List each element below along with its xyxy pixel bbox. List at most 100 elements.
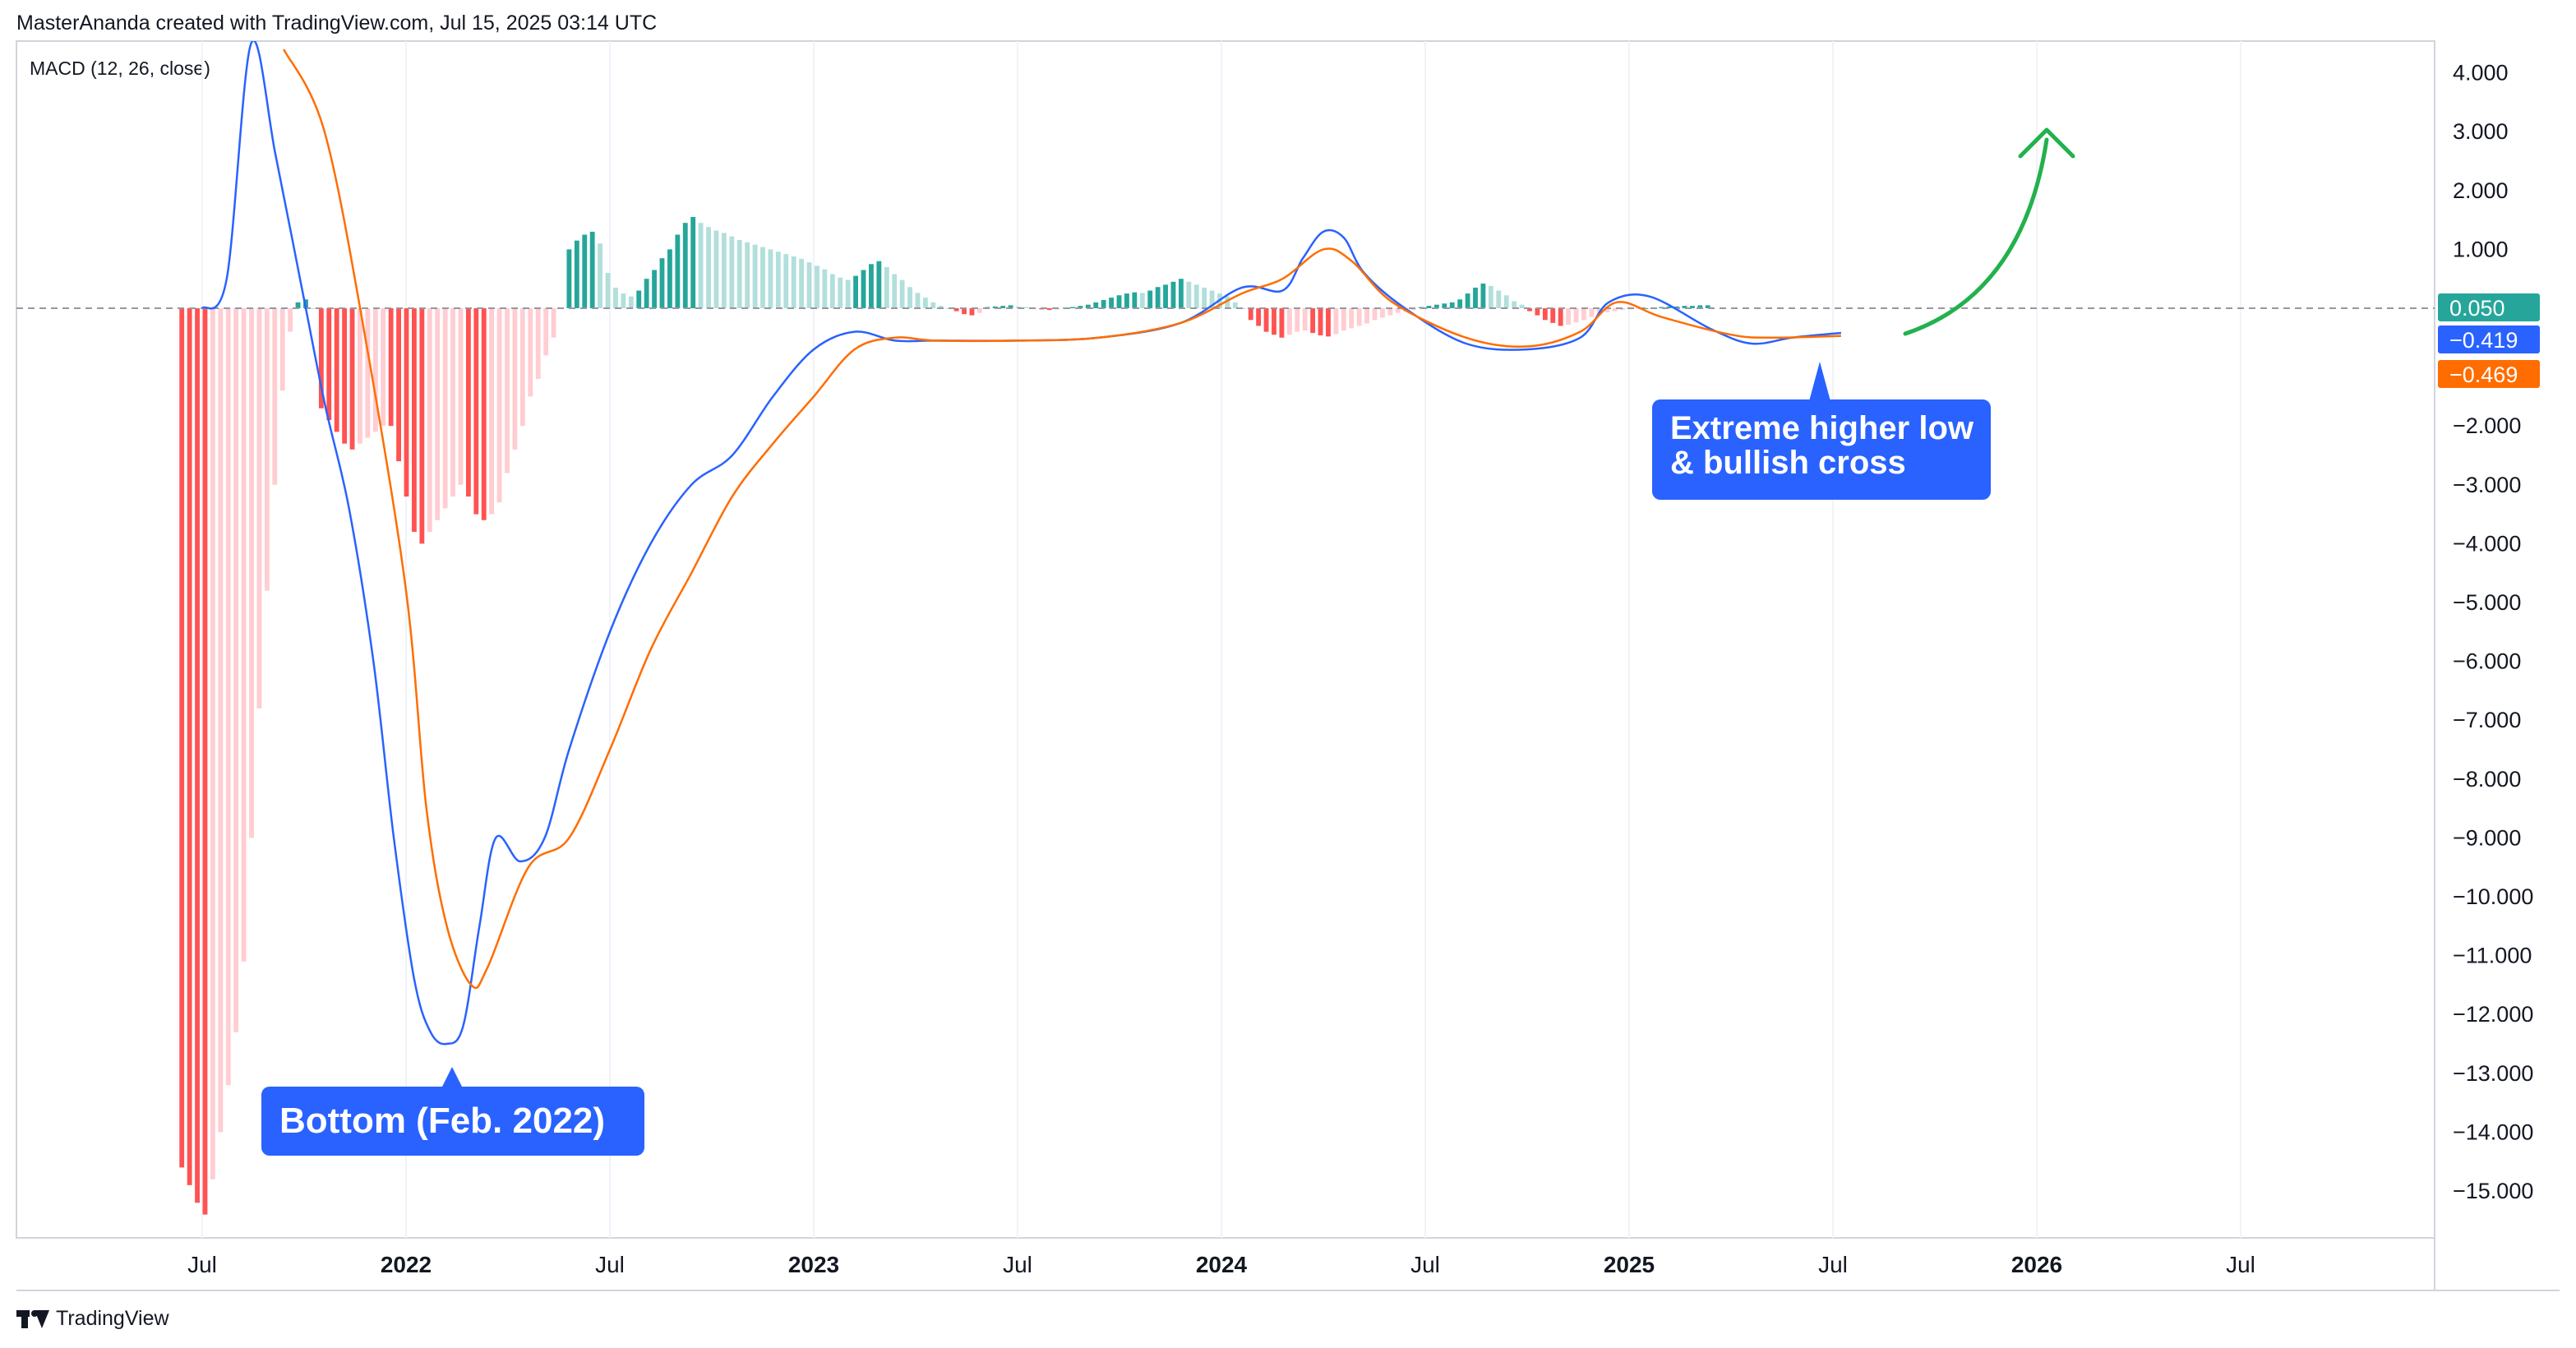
histogram-bar (1558, 308, 1563, 326)
callout-box[interactable] (1652, 399, 1991, 500)
histogram-bar (775, 252, 781, 308)
price-labels: 0.050 −0.419 −0.469 (2438, 293, 2540, 388)
histogram-bar (962, 308, 967, 315)
histogram-bar (713, 230, 719, 308)
histogram-bar (342, 308, 348, 444)
time-axis[interactable]: Jul 2022 Jul 2023 Jul 2024 Jul 2025 Jul 2026 Jul (187, 1252, 2255, 1277)
histogram-bar (838, 277, 843, 308)
y-tick-label: 1.000 (2453, 237, 2509, 261)
histogram-bar (1612, 308, 1618, 312)
histogram-bar (1465, 293, 1470, 308)
callout-box[interactable] (261, 1087, 644, 1156)
histogram-bar (853, 275, 859, 308)
histogram-bar (667, 249, 672, 308)
histogram-bar (1186, 281, 1192, 308)
histogram-bar (613, 287, 618, 308)
histogram-bar (1550, 308, 1556, 323)
histogram-bar (358, 308, 362, 444)
footer: TradingView (16, 1307, 169, 1331)
x-tick-label: Jul (1818, 1252, 1848, 1277)
histogram-bar (729, 236, 735, 308)
histogram-bar (349, 308, 355, 450)
histogram-bar (202, 308, 208, 1215)
x-tick-label: Jul (187, 1252, 217, 1277)
brand-name: TradingView (56, 1307, 169, 1330)
histogram-bar (442, 308, 448, 509)
y-tick-label: −13.000 (2453, 1061, 2533, 1086)
histogram-bar (1395, 308, 1401, 313)
histogram-bar (1209, 290, 1215, 308)
histogram-bar (1333, 308, 1339, 335)
histogram-bar (1225, 296, 1230, 308)
indicator-label[interactable]: MACD (12, 26, close) (30, 58, 210, 79)
x-tick-label: Jul (1003, 1252, 1032, 1277)
x-tick-label: 2022 (381, 1252, 432, 1277)
histogram-bar (574, 240, 579, 308)
histogram-bar (752, 244, 758, 308)
histogram-bar (690, 217, 696, 308)
callout-pointer (1809, 362, 1830, 401)
histogram-bar (435, 308, 441, 520)
histogram-bar (1620, 308, 1625, 311)
histogram-bar (1473, 287, 1478, 308)
histogram-bar (1674, 306, 1679, 308)
histogram-bar (938, 306, 944, 308)
histogram-bar (799, 258, 805, 308)
histogram-bar (1480, 283, 1486, 308)
macd-line[interactable] (201, 40, 1842, 1046)
histogram-bar (1581, 308, 1586, 321)
histogram-bar (411, 308, 417, 533)
histogram-bar (372, 308, 378, 432)
price-axis[interactable]: 4.000 3.000 2.000 1.000 −2.000 −3.000 −4.000 −5… (2453, 61, 2533, 1203)
y-tick-label: 2.000 (2453, 178, 2509, 203)
histogram-bar (698, 223, 704, 308)
histogram-bar (272, 308, 278, 485)
histogram-bar (1310, 308, 1316, 334)
up-arrow-drawing[interactable] (1903, 127, 2075, 336)
signal-line[interactable] (283, 48, 1841, 990)
histogram-bar (512, 308, 518, 450)
histogram-bar (1379, 308, 1385, 318)
histogram-bar (1279, 308, 1285, 338)
histogram-bar (1697, 305, 1703, 308)
histogram-bar (1046, 308, 1052, 311)
y-tick-label: −15.000 (2453, 1179, 2533, 1203)
price-label-value: −0.469 (2449, 362, 2518, 387)
x-tick-label: 2025 (1604, 1252, 1655, 1277)
histogram-bar (760, 247, 765, 308)
histogram-bar (736, 239, 742, 308)
histogram-bar (1589, 308, 1595, 317)
histogram-bar (605, 273, 611, 308)
histogram-bar (505, 308, 510, 473)
histogram-bar (256, 308, 262, 709)
histogram-bar (1643, 308, 1649, 309)
histogram-bar (481, 308, 487, 520)
callout-text: Bottom (Feb. 2022) (279, 1101, 605, 1141)
histogram-bar (598, 243, 603, 308)
histogram-bar (915, 293, 921, 308)
histogram-bar (543, 308, 549, 356)
price-label-tag (2438, 360, 2540, 388)
histogram-bar (582, 234, 588, 308)
histogram-bar (288, 308, 293, 332)
histogram-bar (930, 302, 936, 308)
histogram-bar (1542, 308, 1548, 321)
y-tick-label: −3.000 (2453, 473, 2521, 497)
histogram-bar (1139, 293, 1145, 308)
tradingview-logo-icon[interactable] (16, 1309, 49, 1330)
histogram-bar (659, 258, 665, 308)
histogram-bar (922, 298, 928, 308)
histogram-bar (326, 308, 332, 421)
histogram-bar (1372, 308, 1378, 321)
histogram-bar (976, 308, 982, 313)
histogram-bar (1519, 304, 1525, 308)
annotations[interactable]: Bottom (Feb. 2022) Extreme higher low& bu… (261, 362, 1991, 1156)
histogram-bar (1356, 308, 1362, 326)
y-tick-label: −8.000 (2453, 767, 2521, 792)
histogram-bar (869, 264, 874, 308)
histogram-bar (535, 308, 541, 379)
histogram-bar (311, 308, 316, 309)
histogram-bar (1410, 308, 1416, 311)
histogram-bar (1232, 302, 1238, 308)
